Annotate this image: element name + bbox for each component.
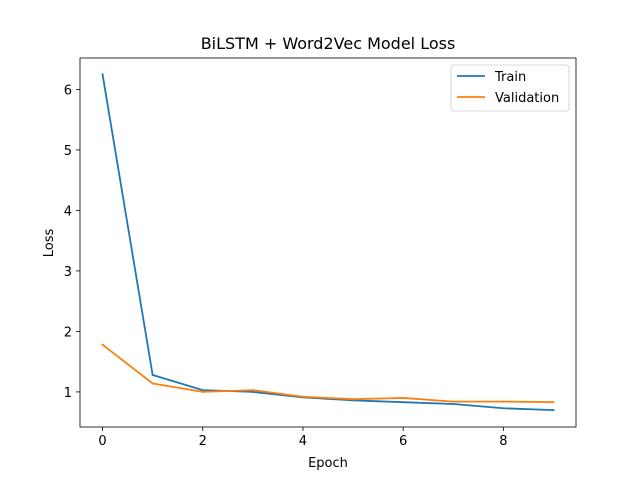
y-tick-label: 6 — [64, 83, 72, 98]
data-point-validation — [151, 382, 154, 385]
y-tick-label: 3 — [64, 265, 72, 280]
data-point-train — [201, 389, 204, 391]
plot-area-frame — [79, 57, 577, 428]
y-tick-label: 4 — [64, 204, 72, 219]
data-point-validation — [302, 395, 304, 398]
series-layer — [101, 73, 555, 411]
y-axis-ticks: 1 2 3 4 5 6 — [64, 83, 80, 401]
legend-label-validation: Validation — [495, 91, 559, 106]
y-tick-label: 1 — [64, 386, 72, 401]
legend: Train Validation — [450, 64, 570, 112]
data-point-train — [502, 407, 505, 410]
x-tick-label: 4 — [299, 434, 307, 449]
data-point-train — [552, 409, 555, 411]
data-point-validation — [251, 389, 254, 391]
data-point-validation — [402, 397, 405, 399]
data-point-train — [251, 391, 254, 393]
x-tick-label: 0 — [98, 434, 106, 449]
data-point-validation — [502, 400, 505, 403]
data-point-validation — [101, 343, 104, 346]
x-axis-ticks: 0 2 4 6 8 — [98, 427, 507, 449]
data-point-validation — [201, 391, 204, 393]
data-point-train — [151, 374, 154, 376]
data-point-train — [452, 403, 455, 405]
data-point-train — [101, 73, 104, 76]
y-tick-label: 2 — [64, 325, 72, 340]
data-point-validation — [352, 398, 354, 401]
x-axis-label: Epoch — [308, 456, 348, 471]
y-axis-label: Loss — [42, 229, 57, 258]
data-point-validation — [452, 400, 455, 403]
x-tick-label: 6 — [399, 434, 407, 449]
x-tick-label: 2 — [199, 434, 207, 449]
series-line-train — [101, 73, 555, 411]
y-tick-label: 5 — [64, 144, 72, 159]
x-tick-label: 8 — [499, 434, 507, 449]
data-point-train — [402, 401, 405, 404]
legend-label-train: Train — [494, 70, 526, 85]
data-point-validation — [552, 401, 555, 404]
chart-title: BiLSTM + Word2Vec Model Loss — [201, 34, 456, 53]
series-line-validation — [101, 343, 555, 404]
